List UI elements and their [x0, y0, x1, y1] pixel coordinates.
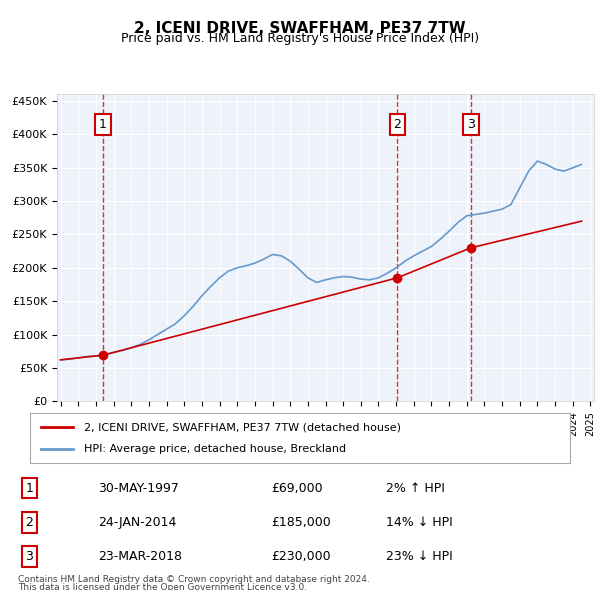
Text: 24-JAN-2014: 24-JAN-2014 [98, 516, 177, 529]
Text: Price paid vs. HM Land Registry's House Price Index (HPI): Price paid vs. HM Land Registry's House … [121, 32, 479, 45]
Text: £185,000: £185,000 [271, 516, 331, 529]
Text: 3: 3 [467, 118, 475, 131]
Text: This data is licensed under the Open Government Licence v3.0.: This data is licensed under the Open Gov… [18, 583, 307, 590]
Text: 23-MAR-2018: 23-MAR-2018 [98, 550, 182, 563]
Text: 1: 1 [25, 481, 33, 494]
Text: 30-MAY-1997: 30-MAY-1997 [98, 481, 179, 494]
Text: HPI: Average price, detached house, Breckland: HPI: Average price, detached house, Brec… [84, 444, 346, 454]
Text: 2, ICENI DRIVE, SWAFFHAM, PE37 7TW (detached house): 2, ICENI DRIVE, SWAFFHAM, PE37 7TW (deta… [84, 422, 401, 432]
Text: £230,000: £230,000 [271, 550, 331, 563]
Text: 2: 2 [394, 118, 401, 131]
Text: Contains HM Land Registry data © Crown copyright and database right 2024.: Contains HM Land Registry data © Crown c… [18, 575, 370, 584]
Text: 14% ↓ HPI: 14% ↓ HPI [386, 516, 453, 529]
Text: 23% ↓ HPI: 23% ↓ HPI [386, 550, 453, 563]
Text: 2: 2 [25, 516, 33, 529]
Text: £69,000: £69,000 [271, 481, 323, 494]
Text: 2% ↑ HPI: 2% ↑ HPI [386, 481, 445, 494]
Text: 2, ICENI DRIVE, SWAFFHAM, PE37 7TW: 2, ICENI DRIVE, SWAFFHAM, PE37 7TW [134, 21, 466, 35]
Text: 3: 3 [25, 550, 33, 563]
Text: 1: 1 [99, 118, 107, 131]
